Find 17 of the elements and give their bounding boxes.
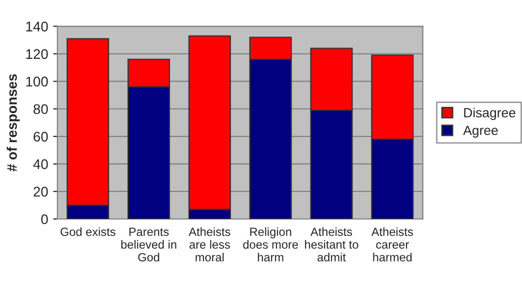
x-tick-label: Religion does more harm bbox=[243, 227, 298, 262]
y-tick-label: 0 bbox=[41, 214, 48, 224]
y-tick-label: 120 bbox=[26, 49, 48, 59]
x-tick-label: God exists bbox=[60, 227, 116, 236]
legend-label: Disagree bbox=[464, 108, 516, 120]
x-tick-label: Atheists career harmed bbox=[371, 227, 413, 262]
y-tick-label: 140 bbox=[26, 22, 48, 32]
y-tick-label: 20 bbox=[34, 186, 48, 197]
y-tick-label: 80 bbox=[34, 104, 48, 114]
y-tick-label: 60 bbox=[34, 132, 48, 142]
x-tick-label: Parents believed in God bbox=[121, 228, 176, 262]
x-tick-label: Atheists hesitant to admit bbox=[305, 227, 358, 262]
y-axis-title: # of responses bbox=[6, 74, 20, 172]
x-tick-label: Atheists are less moral bbox=[188, 227, 230, 262]
y-tick-label: 40 bbox=[33, 159, 48, 170]
y-tick-label: 100 bbox=[26, 76, 48, 87]
legend-label: Agree bbox=[463, 126, 498, 138]
